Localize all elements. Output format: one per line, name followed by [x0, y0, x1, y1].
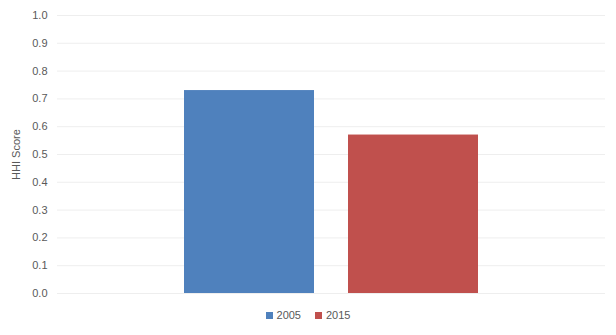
svg-text:0.8: 0.8	[32, 65, 47, 77]
html-text:2015: 2015	[326, 309, 351, 321]
svg-text:0.2: 0.2	[32, 231, 47, 243]
svg-text:0.5: 0.5	[32, 148, 47, 160]
svg-text:0.6: 0.6	[32, 120, 47, 132]
svg-text:0.4: 0.4	[32, 176, 47, 188]
html-text:2005: 2005	[276, 309, 301, 321]
svg-text:0.0: 0.0	[32, 287, 47, 299]
svg-text:0.7: 0.7	[32, 92, 47, 104]
svg-text:0.3: 0.3	[32, 204, 47, 216]
svg-text:0.1: 0.1	[32, 259, 47, 271]
svg-text:HHI Score: HHI Score	[10, 129, 22, 180]
svg-text:1.0: 1.0	[32, 9, 47, 21]
svg-text:0.9: 0.9	[32, 37, 47, 49]
